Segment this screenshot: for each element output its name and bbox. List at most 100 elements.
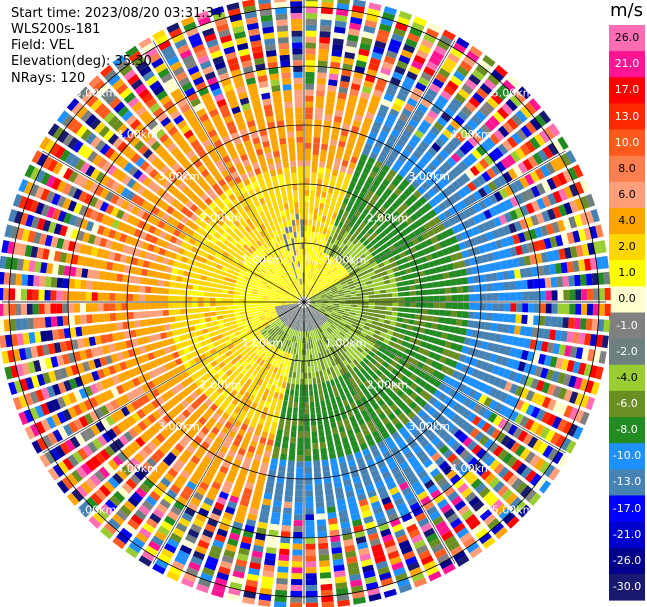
gate-cell [420, 474, 432, 485]
gate-cell [420, 119, 432, 130]
gate-cell [363, 570, 376, 579]
gate-cell [27, 274, 34, 287]
gate-cell [73, 242, 82, 253]
gate-cell [415, 449, 426, 459]
gate-cell [386, 252, 394, 259]
gate-cell [245, 302, 251, 305]
gate-cell [569, 200, 579, 213]
gate-cell [310, 255, 314, 262]
gate-cell [103, 462, 115, 475]
gate-cell [512, 359, 521, 370]
gate-cell [341, 436, 349, 445]
gate-cell [352, 445, 361, 454]
gate-cell [315, 196, 320, 203]
gate-cell [514, 193, 525, 205]
gate-cell [315, 321, 320, 328]
gate-cell [87, 325, 94, 335]
gate-cell [481, 171, 492, 182]
gate-cell [389, 518, 401, 528]
gate-cell [392, 307, 399, 312]
gate-cell [372, 193, 380, 202]
gate-cell [412, 507, 424, 517]
gate-cell [335, 582, 348, 590]
gate-cell [378, 281, 385, 286]
gate-cell [470, 114, 483, 126]
gate-cell [98, 466, 110, 479]
gate-cell [316, 184, 322, 192]
gate-cell [237, 473, 247, 482]
gate-cell [139, 482, 151, 494]
gate-cell [243, 276, 250, 281]
gate-cell [108, 229, 117, 239]
gate-cell [396, 317, 403, 323]
gate-cell [357, 541, 369, 550]
gate-cell [184, 534, 197, 544]
gate-cell [464, 78, 478, 90]
gate-cell [133, 311, 140, 319]
gate-cell [236, 510, 247, 519]
gate-cell [217, 349, 225, 357]
gate-cell [466, 50, 480, 63]
gate-cell [500, 356, 509, 367]
gate-cell [73, 418, 84, 431]
gate-cell [309, 297, 315, 300]
gate-cell [381, 164, 390, 173]
gate-cell [311, 317, 315, 324]
gate-cell [510, 150, 521, 163]
gate-cell [314, 347, 318, 354]
gate-cell [326, 404, 333, 412]
gate-cell [183, 249, 191, 257]
gate-cell [480, 361, 489, 371]
gate-cell [415, 544, 429, 555]
gate-cell [580, 394, 590, 409]
gate-cell [432, 281, 439, 288]
gate-cell [436, 250, 444, 258]
gate-cell [263, 348, 269, 355]
gate-cell [171, 560, 185, 571]
gate-cell [88, 336, 96, 347]
gate-cell [252, 369, 259, 376]
gate-cell [282, 338, 287, 345]
gate-cell [304, 307, 306, 314]
gate-cell [259, 352, 266, 359]
gate-cell [312, 448, 320, 456]
gate-cell [363, 273, 370, 279]
gate-cell [313, 208, 319, 215]
gate-cell [262, 425, 270, 433]
gate-cell [446, 124, 457, 135]
gate-cell [42, 434, 53, 448]
gate-cell [56, 237, 65, 249]
gate-cell [435, 233, 444, 242]
gate-cell [448, 388, 457, 398]
gate-cell [307, 319, 310, 326]
gate-cell [304, 313, 306, 320]
gate-cell [364, 142, 373, 151]
gate-cell [304, 343, 307, 350]
gate-cell [253, 396, 261, 405]
gate-cell [210, 360, 218, 368]
gate-cell [112, 472, 124, 485]
gate-cell [104, 271, 112, 281]
gate-cell [498, 214, 508, 225]
gate-cell [330, 360, 336, 367]
gate-cell [534, 366, 543, 378]
gate-cell [374, 511, 386, 521]
gate-cell [358, 498, 369, 507]
gate-cell [361, 247, 368, 254]
gate-cell [358, 404, 366, 413]
gate-cell [527, 155, 539, 168]
gate-cell [190, 382, 198, 391]
gate-cell [227, 329, 234, 336]
gate-cell [373, 243, 380, 250]
gate-cell [307, 366, 311, 373]
gate-cell [301, 307, 303, 314]
gate-cell [468, 73, 481, 86]
gate-cell [398, 583, 413, 594]
gate-cell [402, 465, 413, 476]
gate-cell [433, 195, 442, 205]
gate-cell [206, 322, 213, 328]
gate-cell [338, 456, 346, 464]
gate-cell [345, 45, 357, 54]
gate-cell [409, 92, 421, 102]
gate-cell [433, 259, 441, 267]
